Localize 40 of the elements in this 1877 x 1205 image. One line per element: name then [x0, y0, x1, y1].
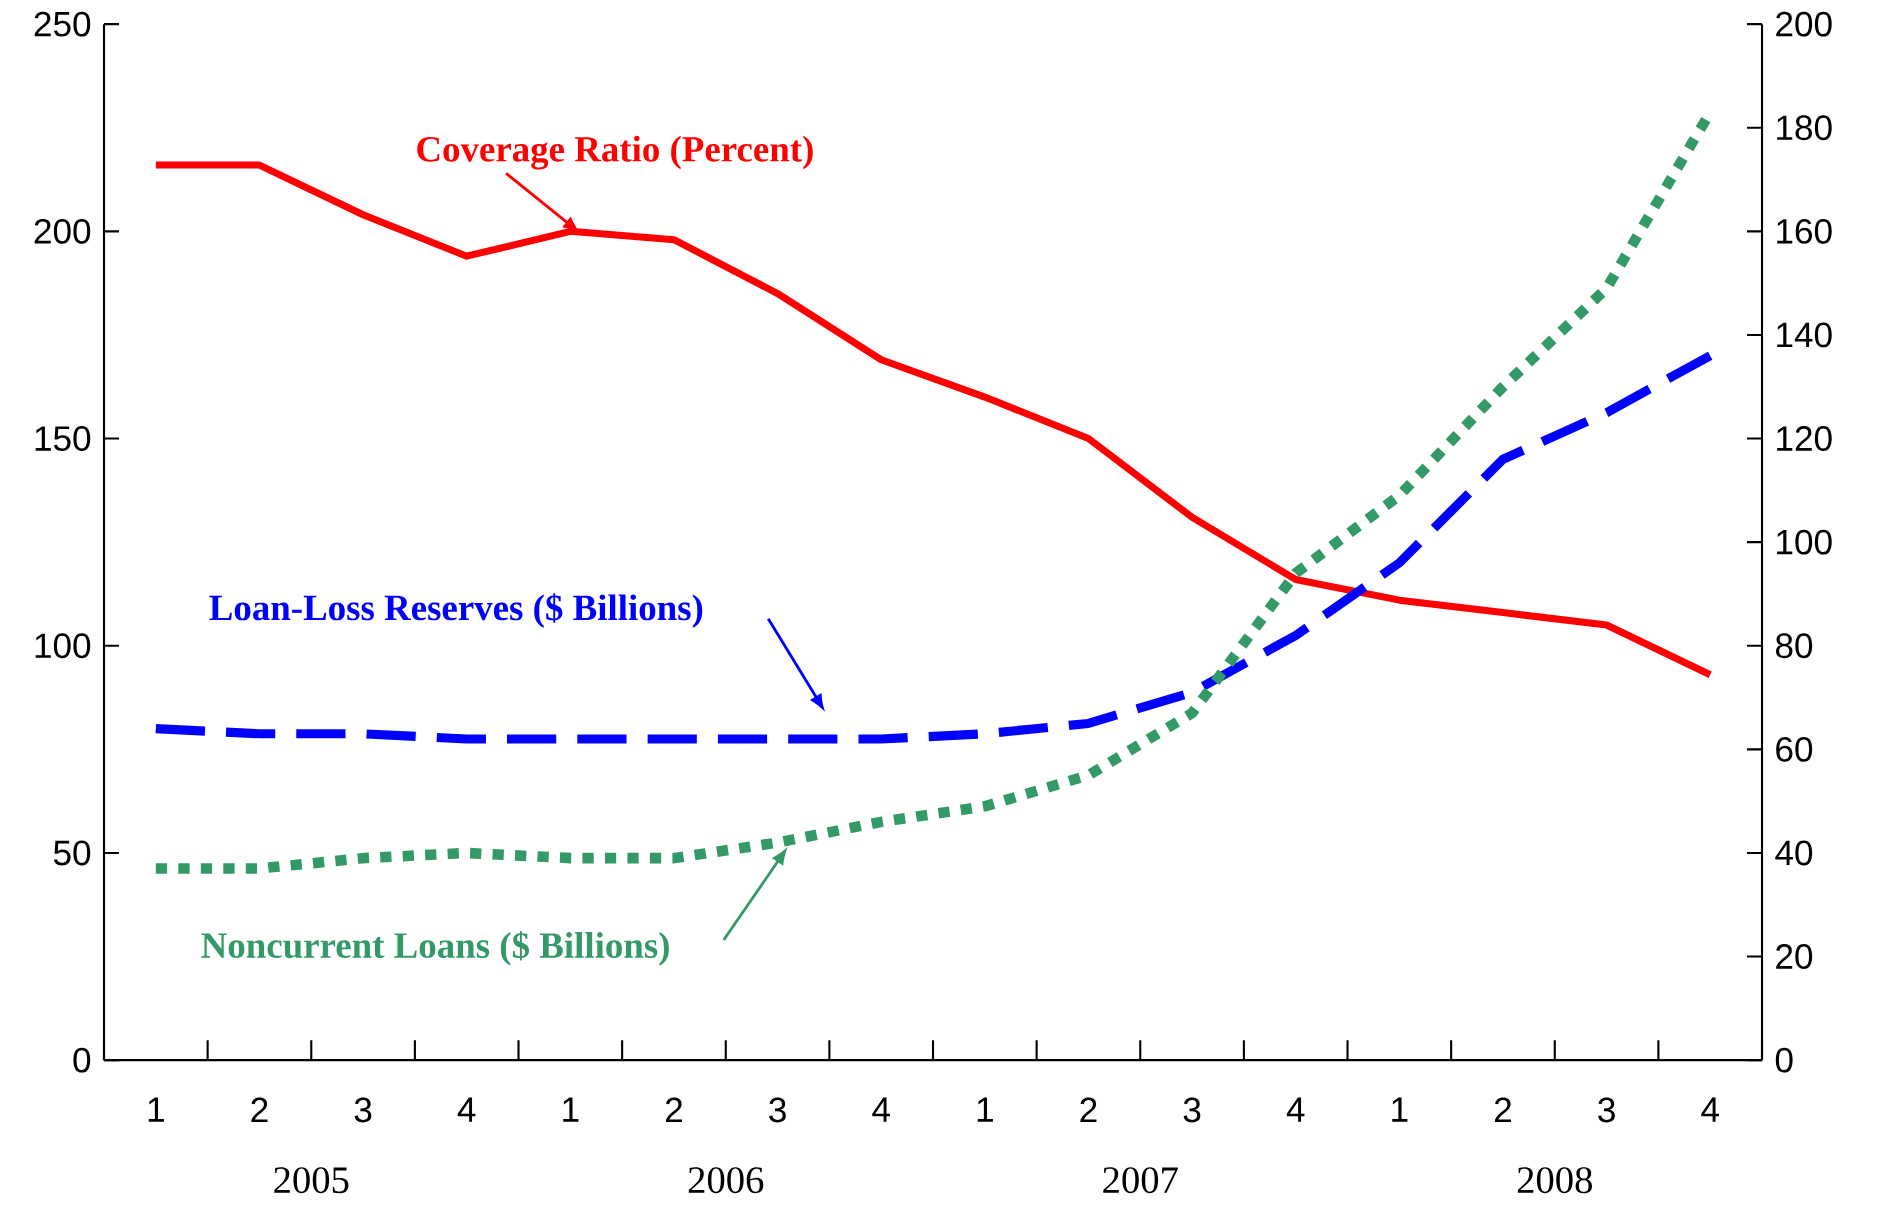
y2-tick-label: 160: [1777, 218, 1832, 244]
x-tick-label: 2: [1080, 1097, 1097, 1123]
y2-tick-label: 100: [1777, 529, 1832, 555]
x-tick-label: 1: [1392, 1097, 1408, 1122]
y2-tick-label: 20: [1776, 944, 1813, 970]
x-tick-label: 1: [148, 1097, 164, 1122]
text: Loan-Loss Reserves ($ Billions): [209, 593, 703, 628]
text: 2005: [274, 1167, 349, 1194]
series-label: Coverage Ratio (Percent): [417, 135, 813, 170]
x-tick-label: 3: [769, 1097, 786, 1123]
x-tick-label: 3: [354, 1097, 372, 1123]
x-tick-label: 4: [1286, 1097, 1305, 1122]
x-tick-label: 2: [251, 1097, 268, 1123]
text: 2006: [688, 1167, 764, 1194]
text: 2007: [1103, 1167, 1178, 1194]
y2-tick-label: 60: [1776, 736, 1813, 762]
x-tick-label: 1: [977, 1097, 993, 1122]
series-label: Noncurrent Loans ($ Billions): [201, 931, 669, 966]
x-tick-label: 3: [1598, 1097, 1615, 1123]
x-tick-label: 3: [1183, 1097, 1201, 1123]
y2-tick-label: 200: [1776, 11, 1832, 37]
x-tick-label: 2: [665, 1097, 682, 1123]
y2-tick-label: 40: [1775, 840, 1813, 866]
y2-tick-label: 140: [1777, 322, 1832, 348]
y2-tick-label: 180: [1777, 115, 1832, 141]
x-tick-label: 4: [872, 1097, 890, 1122]
text: 2008: [1517, 1167, 1592, 1194]
y-tick-label: 0: [73, 1047, 91, 1073]
y-tick-label: 100: [35, 633, 91, 659]
x-tick-label: 1: [563, 1097, 579, 1122]
y2-tick-label: 120: [1777, 426, 1832, 452]
y2-tick-label: 0: [1775, 1047, 1793, 1073]
x-tick-label: 4: [1701, 1097, 1719, 1122]
x-tick-label: 2: [1494, 1097, 1511, 1123]
y-tick-label: 50: [53, 840, 91, 866]
y-tick-label: 250: [34, 11, 91, 37]
y-tick-label: 200: [34, 218, 91, 244]
x-tick-label: 4: [457, 1097, 476, 1122]
y2-tick-label: 80: [1775, 633, 1813, 659]
y-tick-label: 150: [35, 426, 91, 452]
